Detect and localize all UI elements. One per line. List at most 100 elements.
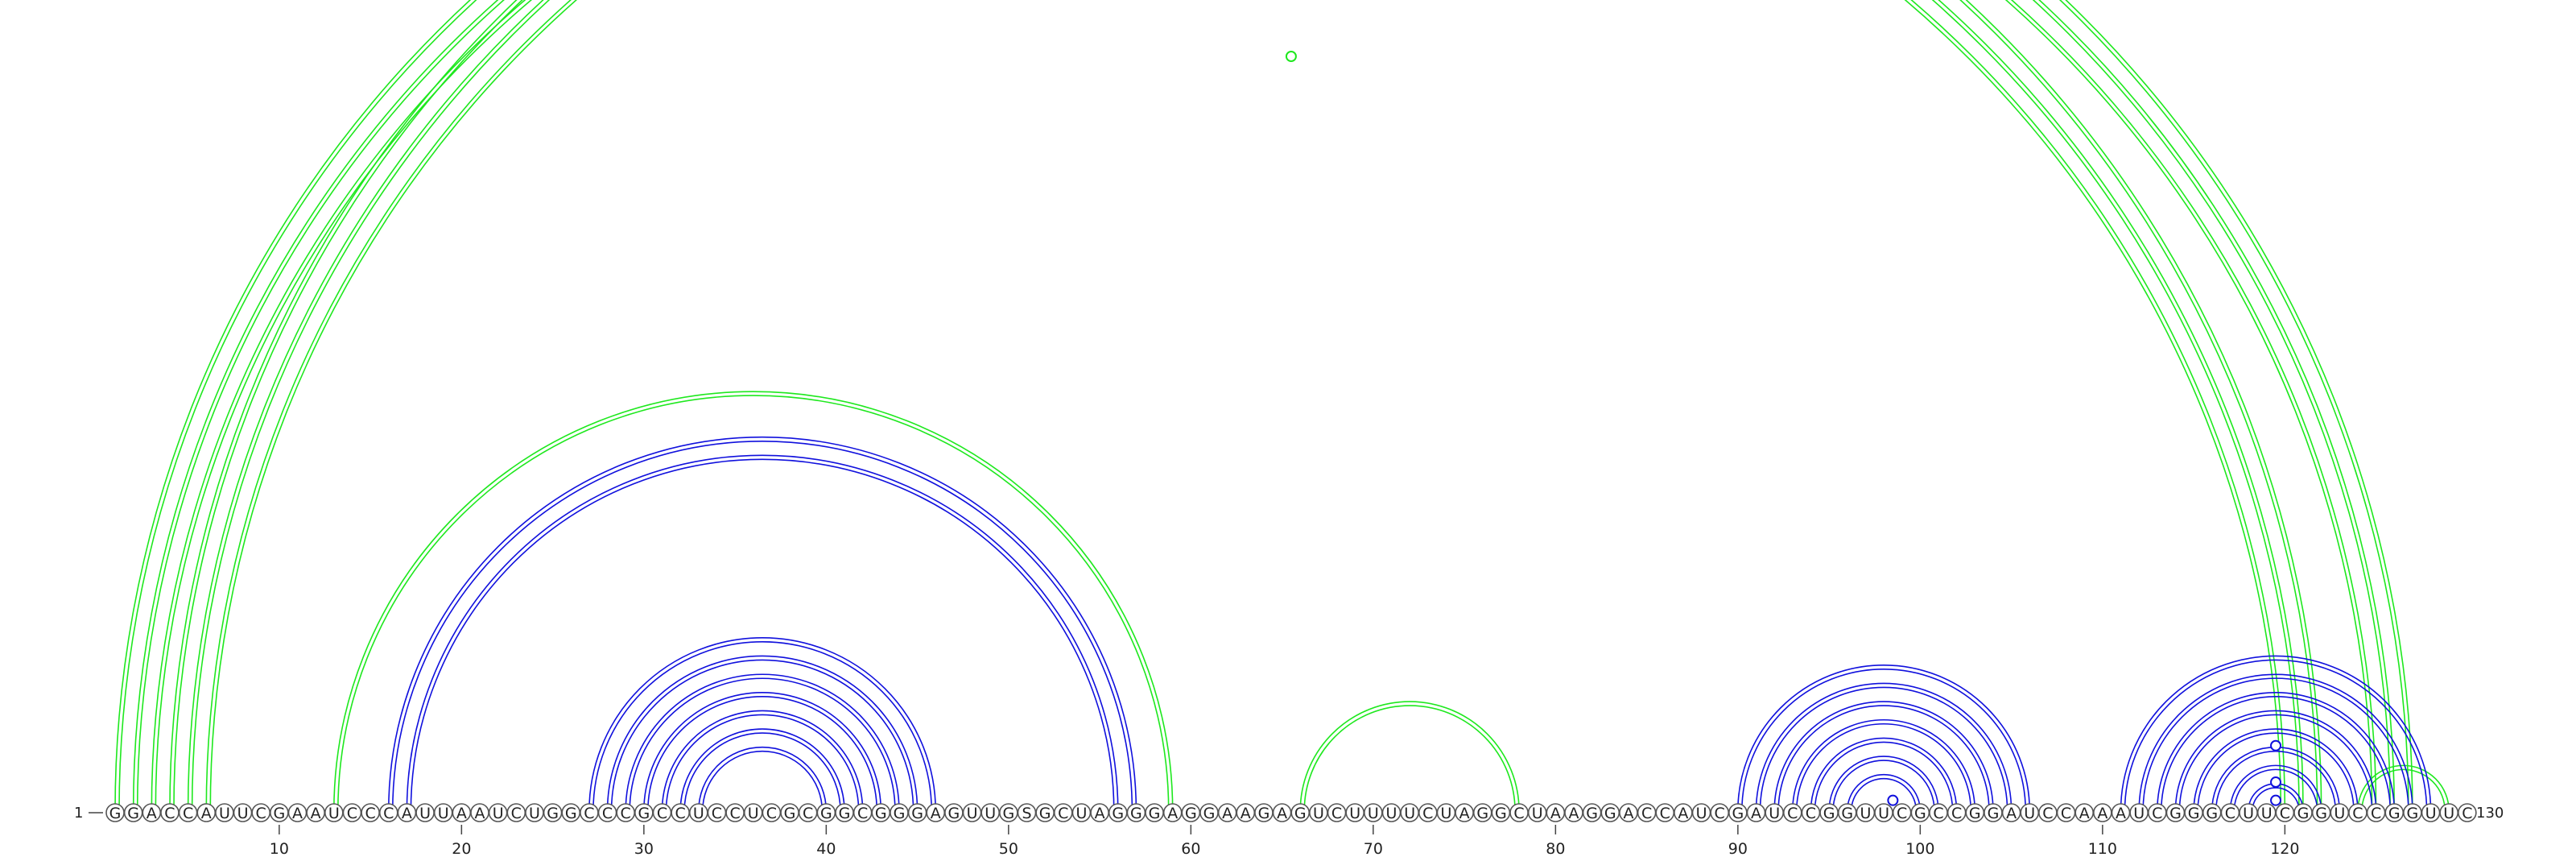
nucleotide-letter-10: G	[273, 805, 285, 822]
nucleotide-letter-49: U	[985, 805, 996, 822]
nucleotide-letter-117: C	[2225, 805, 2235, 822]
nested-arc-17-56-stroke-1	[406, 454, 1119, 812]
nested-arc-30-43-stroke-2	[647, 696, 878, 812]
nested-arc-91-105-stroke-1	[1755, 682, 2013, 812]
nucleotide-letter-128: U	[2425, 805, 2437, 822]
nucleotide-letter-17: A	[402, 805, 412, 822]
nucleotide-letter-25: G	[547, 805, 559, 822]
nucleotide-letter-98: U	[1878, 805, 1889, 822]
nucleotide-letter-76: G	[1476, 805, 1488, 822]
nested-arc-27-46-stroke-1	[588, 637, 937, 812]
nucleotide-letter-60: G	[1185, 805, 1197, 822]
nucleotide-letter-53: C	[1058, 805, 1068, 822]
nested-arc-92-104-stroke-1	[1773, 701, 1994, 812]
nucleotide-letter-124: C	[2352, 805, 2363, 822]
nested-arc-96-100-stroke-1	[1846, 773, 1922, 812]
nucleotide-letter-81: A	[1569, 805, 1579, 822]
crossing-arc-1-122-stroke-2	[118, 0, 2318, 812]
nucleotide-letter-57: G	[1130, 805, 1142, 822]
crossing-arc-6-125-stroke-2	[210, 0, 2372, 811]
nested-arc-93-103-stroke-2	[1796, 722, 1972, 812]
nested-arc-31-42-stroke-1	[661, 710, 864, 812]
crossing-arc-3-120-stroke-2	[155, 0, 2281, 811]
tick-label-100: 100	[1905, 840, 1934, 857]
nucleotide-letter-116: G	[2206, 805, 2218, 822]
nucleotide-letter-44: G	[894, 805, 906, 822]
nucleotide-letter-5: C	[183, 805, 193, 822]
nucleotide-letter-29: C	[621, 805, 631, 822]
nucleotide-letter-52: G	[1039, 805, 1051, 822]
nucleotide-letter-112: U	[2133, 805, 2145, 822]
nucleotide-letter-3: A	[147, 805, 157, 822]
crossing-arc-13-59-stroke-2	[337, 395, 1170, 812]
nucleotide-letter-43: G	[875, 805, 887, 822]
nucleotide-letter-33: U	[693, 805, 704, 822]
nucleotide-circle-130	[2458, 803, 2477, 822]
nucleotide-letter-9: C	[256, 805, 266, 822]
nucleotide-letter-127: G	[2407, 805, 2419, 822]
nucleotide-letter-129: U	[2443, 805, 2454, 822]
nested-arc-30-43-stroke-1	[643, 691, 882, 812]
nested-arc-117-122-stroke-2	[2233, 768, 2318, 812]
nucleotide-letter-22: U	[493, 805, 504, 822]
nested-arc-95-101-stroke-2	[1832, 760, 1935, 812]
nucleotide-letter-2: G	[127, 805, 139, 822]
crossing-arc-4-127-stroke-2	[173, 0, 2409, 812]
nucleotide-letter-100: G	[1914, 805, 1926, 822]
nucleotide-letter-20: A	[456, 805, 467, 822]
nested-arc-113-126-stroke-1	[2157, 691, 2396, 812]
nucleotide-letter-111: A	[2116, 805, 2126, 822]
nucleotide-letter-56: G	[1112, 805, 1124, 822]
crossing-arc-13-59-stroke-1	[333, 391, 1174, 812]
nucleotide-letter-89: C	[1715, 805, 1725, 822]
nested-arc-113-126-stroke-2	[2161, 696, 2392, 812]
nested-arc-94-102-stroke-2	[1814, 741, 1954, 812]
nucleotide-letter-11: A	[292, 805, 303, 822]
nucleotide-letter-91: A	[1751, 805, 1761, 822]
nucleotide-letter-70: U	[1368, 805, 1379, 822]
nucleotide-letter-92: U	[1769, 805, 1780, 822]
tick-label-50: 50	[999, 840, 1018, 857]
apex-marker-5	[2270, 739, 2282, 751]
nucleotide-letter-35: C	[729, 805, 740, 822]
nucleotide-letter-13: U	[328, 805, 340, 822]
nucleotide-letter-15: C	[365, 805, 375, 822]
nucleotide-letter-110: A	[2097, 805, 2107, 822]
nucleotide-letter-119: U	[2261, 805, 2273, 822]
nucleotide-letter-85: C	[1641, 805, 1652, 822]
nucleotide-letter-6: A	[201, 805, 212, 822]
crossing-arc-124-129-stroke-2	[2361, 768, 2446, 812]
nucleotide-letter-1: G	[109, 805, 122, 822]
nucleotide-letter-77: G	[1495, 805, 1507, 822]
nested-arc-111-128-stroke-2	[2124, 659, 2428, 812]
nucleotide-letter-14: C	[347, 805, 357, 822]
nucleotide-letter-99: C	[1897, 805, 1907, 822]
start-label: 1	[74, 805, 83, 822]
nested-arc-93-103-stroke-1	[1792, 719, 1976, 812]
nucleotide-letter-122: G	[2315, 805, 2327, 822]
tick-label-90: 90	[1728, 840, 1748, 857]
crossing-arc-5-126-stroke-1	[187, 0, 2396, 812]
position-ticks: 10 20 30 40 50 60 70 80 90 100 110 120	[270, 825, 2299, 857]
nucleotide-letter-114: G	[2169, 805, 2182, 822]
tick-label-110: 110	[2088, 840, 2117, 857]
nested-arc-31-42-stroke-2	[665, 714, 860, 812]
nucleotide-letter-4: C	[164, 805, 175, 822]
nucleotide-letter-41: G	[839, 805, 851, 822]
nucleotide-letter-32: C	[675, 805, 686, 822]
nucleotide-letter-73: C	[1422, 805, 1433, 822]
nucleotide-letter-125: C	[2371, 805, 2381, 822]
nucleotide-letter-30: G	[638, 805, 650, 822]
tick-label-20: 20	[452, 840, 471, 857]
nested-arc-115-124-stroke-2	[2197, 732, 2355, 812]
nucleotide-letter-121: G	[2297, 805, 2310, 822]
nucleotide-letter-95: G	[1823, 805, 1835, 822]
tick-label-120: 120	[2270, 840, 2299, 857]
nucleotide-letter-102: C	[1951, 805, 1962, 822]
nested-arc-96-100-stroke-2	[1850, 777, 1918, 812]
nucleotide-letter-12: A	[311, 805, 321, 822]
nucleotide-letter-39: C	[803, 805, 813, 822]
nucleotide-letter-105: A	[2006, 805, 2017, 822]
nucleotide-letter-86: C	[1660, 805, 1670, 822]
nucleotide-letter-130: C	[2462, 805, 2472, 822]
